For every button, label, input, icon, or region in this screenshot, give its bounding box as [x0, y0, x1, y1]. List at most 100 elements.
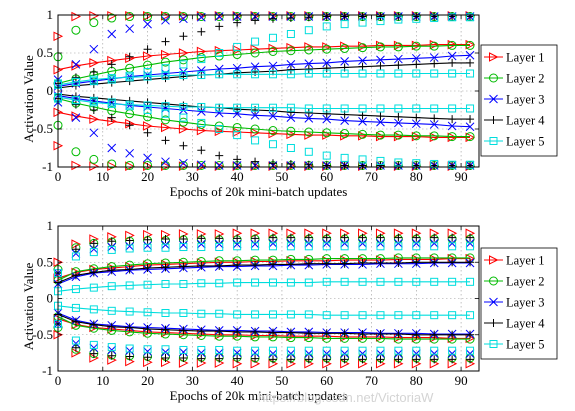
data-point-extreme — [447, 349, 457, 358]
data-point-extreme — [430, 242, 439, 251]
data-point-mean — [178, 48, 189, 58]
data-point-mean — [358, 330, 367, 339]
data-point-extreme — [286, 349, 296, 358]
data-point-mean — [286, 65, 295, 74]
y-tick-label: 0.5 — [37, 45, 53, 60]
x-tick-label: 70 — [365, 373, 378, 388]
data-point-extreme — [376, 239, 385, 248]
x-axis-label: Epochs of 20k mini-batch updates — [170, 388, 348, 403]
data-point-mean — [286, 260, 295, 269]
data-point-mean — [268, 328, 277, 337]
data-point-extreme — [448, 13, 457, 22]
data-point-mean — [448, 115, 457, 124]
data-point-extreme — [143, 347, 152, 356]
data-point-extreme — [125, 52, 134, 61]
data-point-mean — [89, 98, 98, 107]
x-tick-label: 50 — [275, 373, 288, 388]
data-point-extreme — [286, 346, 295, 355]
data-point-mean — [304, 45, 314, 55]
y-tick-label: 1 — [47, 218, 54, 233]
data-point-extreme — [286, 233, 295, 242]
data-point-mean — [304, 130, 314, 140]
data-point-extreme — [340, 153, 349, 162]
data-point-extreme — [376, 17, 385, 26]
series-line-mean-upper — [57, 262, 470, 285]
legend-label: Layer 2 — [506, 275, 545, 289]
data-point-extreme — [71, 249, 81, 258]
data-point-mean — [412, 258, 421, 267]
data-point-mean — [394, 258, 403, 267]
data-point-extreme — [340, 239, 349, 248]
series-line-mean-upper — [57, 258, 470, 279]
data-point-mean — [322, 277, 331, 286]
data-point-mean — [143, 101, 152, 110]
data-point-mean — [71, 303, 80, 312]
data-point-extreme — [107, 237, 116, 246]
data-point-mean — [178, 55, 188, 65]
legend-marker — [489, 297, 498, 307]
legend-marker — [489, 276, 498, 286]
data-point-mean — [89, 114, 99, 124]
data-point-extreme — [143, 153, 152, 163]
data-point-mean — [286, 126, 296, 136]
data-point-extreme — [233, 346, 242, 355]
data-point-extreme — [322, 242, 331, 251]
y-tick-label: -1 — [42, 363, 53, 378]
data-point-extreme — [268, 349, 278, 358]
data-point-mean — [179, 101, 188, 110]
legend-marker — [489, 73, 498, 83]
data-point-mean — [143, 264, 152, 273]
data-point-mean — [179, 280, 188, 288]
data-point-mean — [358, 311, 367, 320]
x-tick-label: 20 — [141, 373, 154, 388]
data-point-extreme — [304, 147, 313, 156]
legend-label: Layer 4 — [506, 114, 545, 128]
data-point-mean — [304, 59, 314, 68]
data-point-mean — [250, 110, 260, 120]
watermark-text: https://blog.csdn.net/VictoriaW — [258, 390, 434, 405]
data-point-extreme — [125, 160, 135, 170]
data-point-mean — [429, 41, 439, 51]
data-point-extreme — [107, 242, 117, 252]
data-point-mean — [286, 103, 295, 112]
series-line-mean-upper — [57, 44, 470, 84]
series-line-mean-lower — [57, 318, 470, 339]
data-point-extreme — [161, 64, 170, 73]
data-point-mean — [376, 55, 385, 65]
data-point-extreme — [179, 32, 188, 41]
data-point-extreme — [179, 60, 188, 69]
data-point-mean — [125, 73, 134, 82]
data-point-mean — [340, 43, 350, 53]
data-point-mean — [376, 311, 385, 320]
x-tick-label: 80 — [410, 169, 423, 184]
data-point-extreme — [197, 118, 206, 127]
data-point-extreme — [125, 344, 134, 353]
data-point-extreme — [376, 161, 385, 170]
data-point-extreme — [251, 346, 260, 355]
data-point-mean — [322, 109, 331, 118]
data-point-extreme — [107, 343, 116, 352]
data-point-extreme — [178, 160, 188, 170]
data-point-mean — [466, 277, 475, 286]
data-point-extreme — [89, 340, 98, 349]
data-point-extreme — [89, 10, 99, 21]
data-point-extreme — [215, 345, 224, 354]
data-point-mean — [447, 121, 457, 131]
data-point-mean — [143, 280, 152, 289]
data-point-mean — [448, 58, 457, 67]
data-point-mean — [304, 310, 313, 319]
legend-label: Layer 1 — [506, 51, 545, 65]
data-point-extreme — [215, 151, 224, 160]
legend-label: Layer 5 — [506, 338, 545, 352]
data-point-extreme — [358, 155, 367, 164]
data-point-extreme — [286, 30, 295, 38]
data-point-mean — [340, 277, 349, 286]
data-point-mean — [322, 329, 331, 338]
data-point-extreme — [161, 240, 170, 250]
data-point-mean — [215, 309, 224, 318]
data-point-mean — [125, 281, 134, 290]
data-point-mean — [161, 309, 170, 317]
data-point-extreme — [322, 355, 331, 364]
data-point-mean — [394, 69, 403, 78]
data-point-mean — [358, 69, 367, 78]
